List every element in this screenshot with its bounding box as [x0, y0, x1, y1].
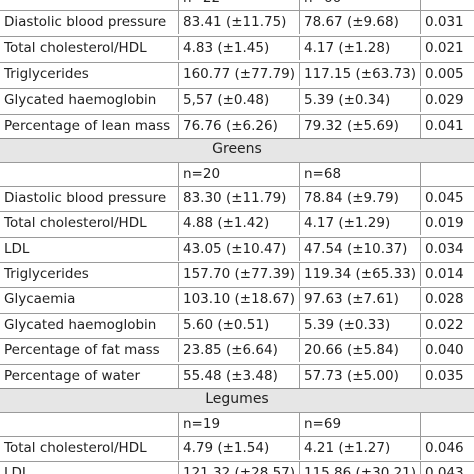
group2-value: 5.39 (±0.34): [300, 89, 421, 112]
table-cell: n=22: [179, 0, 300, 10]
group1-value: 76.76 (±6.26): [179, 115, 300, 138]
group2-value: 115.86 (±30.21): [300, 462, 421, 474]
group1-value: 5.60 (±0.51): [179, 314, 300, 337]
table-row: Percentage of water 55.48 (±3.48) 57.73 …: [0, 364, 474, 388]
variable-label: Triglycerides: [0, 263, 179, 286]
group1-value: 83.30 (±11.79): [179, 187, 300, 210]
variable-label: Total cholesterol/HDL: [0, 212, 179, 235]
group2-n: n=68: [300, 163, 421, 186]
p-value: 0.005: [425, 66, 464, 82]
table-row: Percentage of fat mass 23.85 (±6.64) 20.…: [0, 338, 474, 362]
group2-value: 79.32 (±5.69): [300, 115, 421, 138]
table-cell: [0, 0, 179, 10]
p-value: 0.014: [425, 266, 464, 282]
table-cell: [0, 163, 179, 186]
group2-value: 4.17 (±1.28): [300, 37, 421, 60]
group1-value: 4.88 (±1.42): [179, 212, 300, 235]
variable-label: Glycated haemoglobin: [0, 314, 179, 337]
table-row: n=22 n=66: [0, 0, 474, 10]
group1-value: 103.10 (±18.67): [179, 288, 300, 311]
group2-value: 57.73 (±5.00): [300, 365, 421, 388]
variable-label: Diastolic blood pressure: [0, 187, 179, 210]
p-value: 0.034: [425, 241, 464, 257]
p-value: 0.043: [425, 465, 464, 474]
group2-value: 20.66 (±5.84): [300, 339, 421, 362]
variable-label: Glycated haemoglobin: [0, 89, 179, 112]
table-row: Glycaemia 103.10 (±18.67) 97.63 (±7.61) …: [0, 287, 474, 311]
group1-value: 5,57 (±0.48): [179, 89, 300, 112]
variable-label: LDL: [0, 462, 179, 474]
group1-value: 83.41 (±11.75): [179, 11, 300, 34]
p-value: 0.021: [425, 40, 464, 56]
group1-value: 4.79 (±1.54): [179, 437, 300, 460]
group2-value: 78.84 (±9.79): [300, 187, 421, 210]
p-value: 0.035: [425, 368, 464, 384]
group1-value: 23.85 (±6.64): [179, 339, 300, 362]
sample-size-row: n=20 n=68: [0, 162, 474, 186]
group1-value: 43.05 (±10.47): [179, 238, 300, 261]
section-header-greens: Greens: [0, 138, 474, 162]
p-value: 0.046: [425, 440, 464, 456]
group1-n: n=19: [179, 413, 300, 436]
section-title: Greens: [212, 141, 262, 157]
table-row: Glycated haemoglobin 5.60 (±0.51) 5.39 (…: [0, 313, 474, 337]
group2-value: 4.21 (±1.27): [300, 437, 421, 460]
table-cell: [0, 413, 179, 436]
table-cell: [421, 0, 474, 10]
variable-label: Diastolic blood pressure: [0, 11, 179, 34]
table-cell: [421, 163, 474, 186]
p-value: 0.029: [425, 92, 464, 108]
sample-size-row: n=19 n=69: [0, 412, 474, 436]
variable-label: Triglycerides: [0, 63, 179, 86]
group2-value: 5.39 (±0.33): [300, 314, 421, 337]
table-row: Total cholesterol/HDL 4.79 (±1.54) 4.21 …: [0, 436, 474, 460]
section-title: Legumes: [205, 391, 269, 407]
table-row: Triglycerides 157.70 (±77.39) 119.34 (±6…: [0, 262, 474, 286]
group1-value: 55.48 (±3.48): [179, 365, 300, 388]
table-cell: [421, 413, 474, 436]
p-value: 0.041: [425, 118, 464, 134]
group2-value: 4.17 (±1.29): [300, 212, 421, 235]
group1-value: 121.32 (±28.57): [179, 462, 300, 474]
group1-value: 160.77 (±77.79): [179, 63, 300, 86]
group2-value: 97.63 (±7.61): [300, 288, 421, 311]
group2-n: n=69: [300, 413, 421, 436]
table-row: LDL 121.32 (±28.57) 115.86 (±30.21) 0.04…: [0, 461, 474, 474]
table-row: Percentage of lean mass 76.76 (±6.26) 79…: [0, 114, 474, 138]
table-row: Total cholesterol/HDL 4.88 (±1.42) 4.17 …: [0, 211, 474, 235]
table-row: Total cholesterol/HDL 4.83 (±1.45) 4.17 …: [0, 36, 474, 60]
group2-value: 119.34 (±65.33): [300, 263, 421, 286]
group2-value: 117.15 (±63.73): [300, 63, 421, 86]
variable-label: Glycaemia: [0, 288, 179, 311]
variable-label: Percentage of fat mass: [0, 339, 179, 362]
p-value: 0.045: [425, 190, 464, 206]
variable-label: Total cholesterol/HDL: [0, 37, 179, 60]
table-row: Diastolic blood pressure 83.30 (±11.79) …: [0, 186, 474, 210]
group1-n: n=20: [179, 163, 300, 186]
variable-label: Total cholesterol/HDL: [0, 437, 179, 460]
p-value: 0.019: [425, 215, 464, 231]
variable-label: Percentage of lean mass: [0, 115, 179, 138]
p-value: 0.028: [425, 291, 464, 307]
group2-value: 47.54 (±10.37): [300, 238, 421, 261]
variable-label: LDL: [0, 238, 179, 261]
table-row: Diastolic blood pressure 83.41 (±11.75) …: [0, 10, 474, 34]
group1-value: 157.70 (±77.39): [179, 263, 300, 286]
p-value: 0.022: [425, 317, 464, 333]
table-row: LDL 43.05 (±10.47) 47.54 (±10.37) 0.034: [0, 237, 474, 261]
group1-value: 4.83 (±1.45): [179, 37, 300, 60]
variable-label: Percentage of water: [0, 365, 179, 388]
group2-value: 78.67 (±9.68): [300, 11, 421, 34]
section-header-legumes: Legumes: [0, 388, 474, 412]
table-row: Triglycerides 160.77 (±77.79) 117.15 (±6…: [0, 62, 474, 86]
table-row: Glycated haemoglobin 5,57 (±0.48) 5.39 (…: [0, 88, 474, 112]
p-value: 0.040: [425, 342, 464, 358]
p-value: 0.031: [425, 14, 464, 30]
table-cell: n=66: [300, 0, 421, 10]
